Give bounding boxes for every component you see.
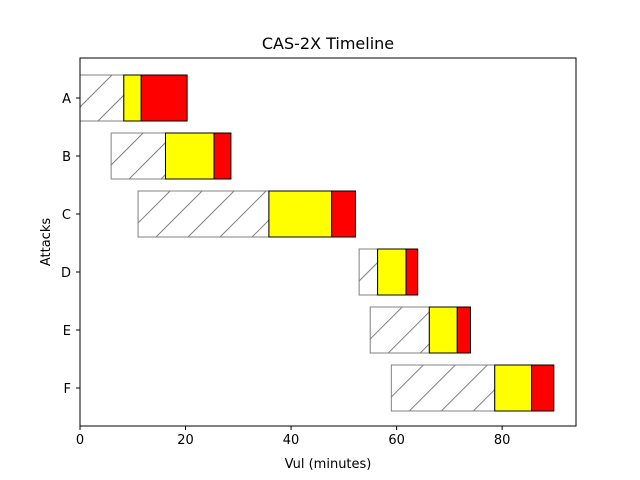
bars-layer xyxy=(80,74,555,412)
y-axis-label: Attacks xyxy=(39,218,54,267)
hatched-segment-e xyxy=(369,306,430,354)
x-tick-label: 20 xyxy=(177,433,194,448)
red-segment-c xyxy=(331,190,356,238)
hatch-lines-d xyxy=(359,249,378,295)
hatch-lines-b xyxy=(111,133,166,179)
yellow-segment-f xyxy=(494,364,533,412)
x-axis-ticks: 0 20 40 60 80 xyxy=(76,426,511,448)
hatch-lines-e xyxy=(370,307,430,353)
y-tick-label: B xyxy=(62,150,71,165)
hatched-segment-f xyxy=(390,364,496,412)
y-axis-ticks: A B C D E F xyxy=(61,92,80,397)
y-tick-label: C xyxy=(62,208,71,223)
yellow-segment-c xyxy=(268,190,333,238)
red-segment-e xyxy=(456,306,471,354)
chart-title: CAS-2X Timeline xyxy=(262,34,394,53)
red-segment-b xyxy=(213,132,232,180)
hatched-segment-b xyxy=(110,132,166,180)
y-tick-label: E xyxy=(63,324,71,339)
x-axis-label: Vul (minutes) xyxy=(285,457,372,472)
hatch-lines-c xyxy=(138,191,269,237)
hatch-lines-f xyxy=(391,365,495,411)
y-tick-label: F xyxy=(64,382,71,397)
yellow-segment-e xyxy=(428,306,458,354)
hatched-segment-c xyxy=(137,190,270,238)
y-tick-label: A xyxy=(62,92,71,107)
y-tick-label: D xyxy=(61,266,71,281)
x-tick-label: 80 xyxy=(494,433,511,448)
red-segment-f xyxy=(531,364,555,412)
red-segment-a xyxy=(140,74,188,122)
x-tick-label: 60 xyxy=(388,433,405,448)
red-segment-d xyxy=(405,248,419,296)
yellow-segment-b xyxy=(164,132,215,180)
x-tick-label: 0 xyxy=(76,433,84,448)
hatched-segment-a xyxy=(80,74,125,122)
yellow-segment-d xyxy=(377,248,407,296)
hatch-lines-a xyxy=(80,75,124,121)
plot-frame xyxy=(79,57,577,427)
yellow-segment-a xyxy=(123,74,142,122)
x-tick-label: 40 xyxy=(283,433,300,448)
